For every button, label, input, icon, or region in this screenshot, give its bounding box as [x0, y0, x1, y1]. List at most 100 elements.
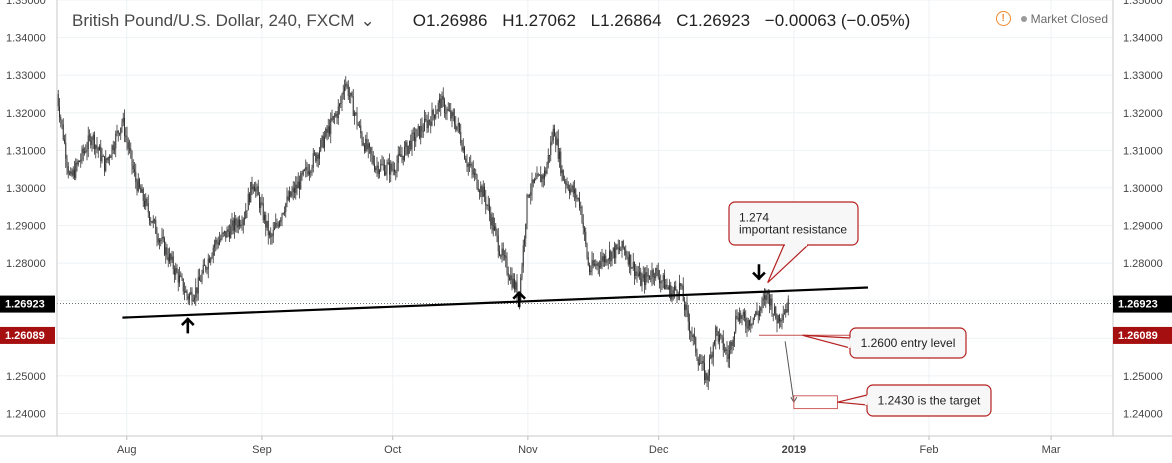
- callout-seam: [864, 394, 870, 406]
- candle-body: [190, 291, 192, 295]
- candle-body: [780, 320, 782, 322]
- symbol-title[interactable]: British Pound/U.S. Dollar, 240, FXCM: [72, 11, 355, 30]
- candle-body: [772, 313, 774, 315]
- candle-body: [579, 198, 580, 208]
- x-tick-label: Mar: [1042, 444, 1061, 456]
- candle-body: [487, 204, 489, 206]
- y-tick-label-right: 1.33000: [1123, 70, 1163, 82]
- candle-body: [175, 267, 177, 276]
- candle-body: [236, 225, 238, 228]
- candle-body: [301, 173, 303, 175]
- candle-body: [362, 142, 364, 146]
- candle-body: [390, 163, 392, 175]
- candle-body: [350, 92, 352, 96]
- candle-body: [179, 275, 180, 283]
- candle-body: [274, 227, 275, 230]
- candle-body: [189, 294, 190, 300]
- candle-body: [634, 262, 635, 276]
- candle-body: [255, 188, 257, 192]
- candle-body: [555, 136, 557, 145]
- candle-body: [447, 108, 449, 111]
- candle-body: [296, 184, 298, 189]
- candle-body: [675, 286, 677, 291]
- candle-body: [379, 170, 380, 174]
- candle-body: [669, 285, 670, 290]
- candle-body: [499, 251, 500, 256]
- candle-body: [785, 309, 787, 314]
- candle-body: [109, 157, 110, 159]
- warning-icon[interactable]: !: [995, 11, 1011, 26]
- candle-body: [125, 135, 127, 137]
- candle-body: [696, 352, 698, 359]
- candle-body: [741, 315, 743, 319]
- candle-body: [560, 151, 562, 174]
- candle-body: [454, 116, 455, 125]
- candle-body: [299, 181, 300, 190]
- candle-body: [130, 148, 132, 151]
- candle-body: [525, 223, 527, 239]
- candle-body: [509, 277, 510, 281]
- candle-body: [636, 271, 638, 274]
- candle-body: [276, 222, 278, 225]
- candle-body: [686, 304, 688, 311]
- candle-body: [647, 275, 649, 277]
- candle-body: [237, 219, 239, 228]
- y-tick-label-right: 1.32000: [1123, 108, 1163, 120]
- candle-body: [599, 266, 600, 268]
- candle-body: [652, 270, 654, 278]
- candle-body: [724, 350, 725, 352]
- candle-body: [387, 162, 389, 165]
- candle-body: [335, 113, 337, 117]
- candle-body: [357, 124, 359, 126]
- candle-body: [425, 118, 427, 121]
- candle-body: [691, 333, 693, 338]
- candle-body: [136, 181, 138, 192]
- candle-body: [120, 127, 122, 135]
- candle-body: [541, 175, 543, 183]
- candle-body: [604, 255, 605, 262]
- price-tag-right: [1113, 295, 1172, 313]
- chevron-down-icon[interactable]: ⌄: [360, 11, 375, 30]
- candle-body: [57, 94, 59, 107]
- candle-body: [535, 178, 537, 180]
- candle-body: [542, 175, 544, 179]
- candle-body: [550, 141, 552, 156]
- candle-body: [365, 138, 367, 152]
- candle-body: [257, 186, 259, 196]
- candle-body: [91, 140, 93, 146]
- candle-body: [286, 196, 288, 204]
- candle-body: [615, 244, 617, 259]
- candle-body: [501, 248, 503, 257]
- candle-body: [484, 186, 485, 197]
- candle-body: [67, 166, 69, 174]
- candle-body: [589, 265, 590, 273]
- candle-body: [657, 270, 659, 278]
- candle-body: [611, 251, 613, 262]
- candle-body: [415, 137, 417, 142]
- candle-body: [411, 133, 413, 150]
- candle-body: [465, 158, 467, 163]
- candle-body: [605, 255, 607, 263]
- candle-body: [270, 232, 272, 238]
- candle-body: [259, 195, 260, 208]
- candle-body: [326, 128, 328, 133]
- candle-body: [627, 257, 629, 265]
- candle-body: [317, 154, 319, 159]
- candle-body: [407, 145, 409, 155]
- candle-body: [107, 157, 109, 161]
- candle-body: [396, 163, 398, 173]
- candle-body: [521, 266, 523, 278]
- candle-body: [452, 112, 454, 117]
- candle-body: [659, 277, 660, 284]
- candle-body: [695, 337, 697, 353]
- candle-body: [654, 277, 655, 279]
- price-tag-label-left: 1.26923: [5, 299, 45, 311]
- candle-body: [169, 254, 170, 262]
- candle-body: [285, 203, 287, 212]
- candle-body: [346, 83, 348, 85]
- candle-body: [192, 300, 194, 302]
- candle-body: [292, 187, 294, 193]
- candle-body: [511, 275, 513, 288]
- candle-body: [549, 155, 550, 157]
